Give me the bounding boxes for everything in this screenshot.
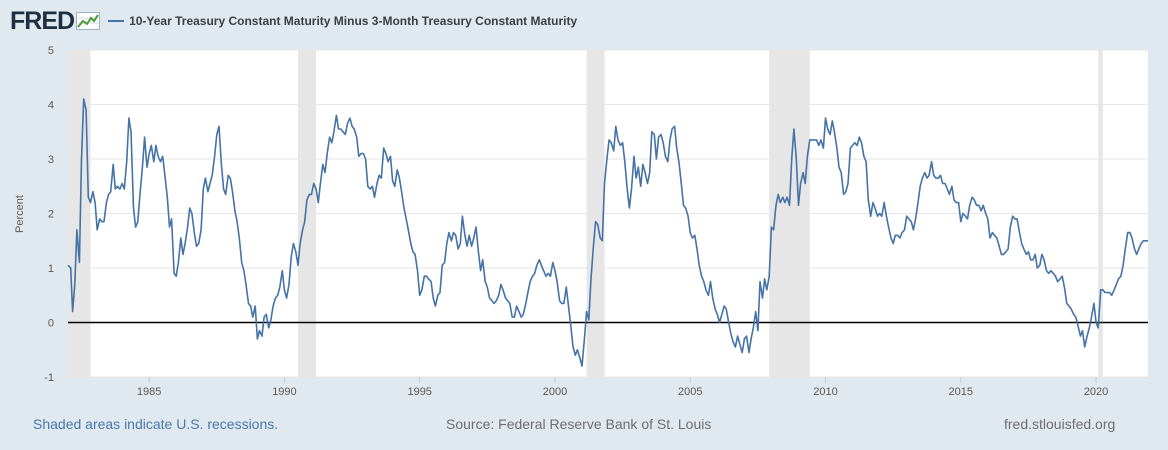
recession-note[interactable]: Shaded areas indicate U.S. recessions. — [33, 416, 279, 432]
y-tick-label: 3 — [48, 154, 54, 166]
x-tick-label: 2010 — [813, 386, 837, 398]
x-tick-label: 1995 — [407, 386, 431, 398]
y-axis-label: Percent — [14, 195, 26, 233]
x-tick-label: 1990 — [272, 386, 296, 398]
site-link[interactable]: fred.stlouisfed.org — [1004, 416, 1116, 432]
series-line — [67, 98, 1148, 367]
y-tick-label: -1 — [44, 372, 54, 384]
y-tick-label: 1 — [48, 263, 54, 275]
legend-swatch — [108, 20, 125, 22]
x-axis-ticks: 1985 1990 1995 2000 2005 2010 2015 2020 — [137, 377, 1108, 398]
grid-lines — [68, 49, 1148, 378]
x-tick-label: 2015 — [949, 386, 973, 398]
y-tick-label: 0 — [48, 318, 54, 330]
series-layer — [67, 98, 1148, 367]
chart-header: FRED 10-Year Treasury Constant Maturity … — [10, 8, 577, 34]
legend-series-label: 10-Year Treasury Constant Maturity Minus… — [129, 14, 578, 28]
x-tick-label: 2005 — [678, 386, 702, 398]
y-tick-label: 5 — [48, 45, 54, 57]
source-note: Source: Federal Reserve Bank of St. Loui… — [446, 416, 712, 432]
x-tick-label: 1985 — [137, 386, 161, 398]
y-tick-label: 4 — [48, 100, 54, 112]
fred-graph-icon — [76, 12, 101, 30]
x-tick-label: 2020 — [1084, 386, 1108, 398]
fred-logo-text: FRED — [10, 6, 75, 35]
chart-legend: 10-Year Treasury Constant Maturity Minus… — [108, 14, 577, 28]
x-tick-label: 2000 — [543, 386, 567, 398]
y-tick-label: 2 — [48, 209, 54, 221]
fred-logo[interactable]: FRED — [10, 6, 101, 35]
y-axis-ticks: -1 0 1 2 3 4 5 — [44, 45, 54, 384]
